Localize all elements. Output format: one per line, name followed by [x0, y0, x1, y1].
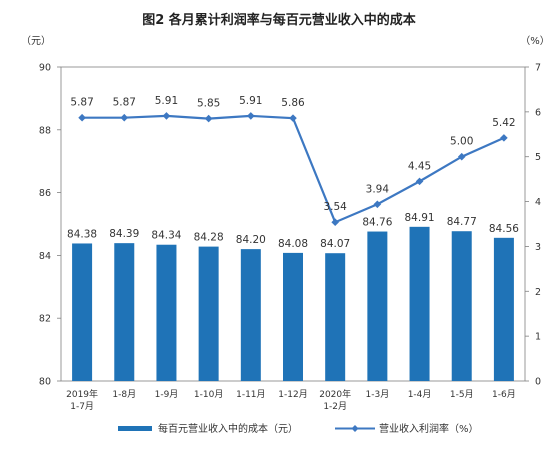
legend-line-marker: [351, 425, 359, 432]
y-right-tick-label: 5: [535, 152, 541, 163]
cost-bar: [156, 244, 177, 381]
cost-bar: [367, 231, 388, 381]
x-tick-label: 1-11月: [236, 389, 265, 400]
profit-rate-point: [162, 112, 171, 120]
y-left-tick-label: 82: [39, 314, 51, 325]
cost-bar: [72, 243, 93, 381]
x-tick-label: 1-6月: [492, 389, 516, 400]
x-tick-label: 1-4月: [408, 389, 432, 400]
legend-bar-swatch: [118, 426, 152, 431]
y-left-tick-label: 88: [39, 125, 51, 136]
y-right-tick-label: 0: [535, 377, 541, 388]
y-left-tick-label: 84: [39, 251, 51, 262]
profit-rate-point: [373, 200, 382, 209]
cost-bar: [283, 252, 303, 381]
right-axis-unit: （%）: [520, 35, 550, 47]
x-tick-label: 2020年 1-2月: [319, 388, 351, 412]
profit-rate-label: 3.54: [323, 201, 347, 213]
profit-rate-point: [415, 177, 424, 186]
x-tick-label: 1-5月: [450, 389, 474, 400]
profit-rate-point: [289, 114, 297, 122]
cost-bar: [451, 231, 472, 381]
cost-bar-label: 84.08: [278, 238, 308, 250]
cost-bar-label: 84.77: [447, 216, 477, 228]
x-tick-label: 1-8月: [112, 389, 136, 400]
profit-rate-label: 4.45: [408, 160, 431, 172]
profit-rate-label: 5.85: [197, 98, 220, 110]
profit-rate-point: [78, 113, 86, 122]
profit-rate-point: [331, 218, 339, 227]
cost-bar-label: 84.07: [320, 238, 350, 250]
cost-bar: [493, 237, 514, 381]
profit-rate-point: [247, 112, 255, 120]
profit-rate-label: 5.91: [155, 95, 178, 107]
profit-rate-label: 5.87: [70, 97, 93, 109]
cost-bar-label: 84.76: [362, 217, 392, 229]
cost-bar-label: 84.28: [194, 232, 224, 244]
y-left-tick-label: 86: [39, 188, 51, 199]
left-axis-unit: （元）: [21, 35, 51, 47]
cost-bar: [325, 253, 346, 381]
cost-bar: [240, 249, 261, 381]
cost-bar: [198, 246, 219, 381]
profit-rate-label: 5.00: [450, 136, 473, 148]
x-tick-label: 2019年 1-7月: [66, 388, 98, 412]
profit-rate-line: [82, 114, 505, 224]
y-left-tick-label: 90: [39, 63, 51, 74]
profit-rate-label: 3.94: [366, 183, 390, 195]
x-tick-label: 1-3月: [366, 389, 390, 400]
x-tick-label: 1-12月: [278, 389, 307, 400]
profit-rate-label: 5.91: [239, 95, 262, 107]
cost-bar-label: 84.20: [236, 234, 266, 246]
cost-bar-label: 84.34: [151, 230, 181, 242]
profit-rate-point: [500, 134, 508, 142]
y-right-tick-label: 3: [535, 242, 541, 253]
profit-rate-point: [120, 113, 129, 122]
x-tick-label: 1-10月: [194, 389, 223, 400]
legend-bar-label: 每百元营业收入中的成本（元）: [158, 422, 298, 435]
cost-bar: [114, 243, 135, 381]
profit-rate-point: [204, 114, 213, 123]
cost-bar-label: 84.56: [489, 223, 519, 235]
y-left-tick-label: 80: [39, 377, 51, 388]
y-right-tick-label: 2: [535, 287, 541, 298]
cost-bar-label: 84.39: [109, 228, 139, 240]
legend: 每百元营业收入中的成本（元） 营业收入利润率（%）: [118, 422, 479, 435]
cost-bar-label: 84.91: [405, 212, 435, 224]
profit-rate-point: [457, 152, 466, 161]
y-right-tick-label: 6: [535, 107, 541, 118]
y-right-tick-label: 1: [535, 332, 541, 343]
cost-bar: [409, 226, 430, 381]
y-right-tick-label: 4: [535, 197, 541, 208]
chart-title: 图2 各月累计利润率与每百元营业收入中的成本: [142, 12, 416, 28]
y-right-tick-label: 7: [535, 63, 541, 74]
x-tick-label: 1-9月: [155, 389, 179, 400]
cost-bar-label: 84.38: [67, 228, 97, 240]
legend-line-label: 营业收入利润率（%）: [379, 422, 479, 435]
profit-rate-label: 5.42: [492, 117, 515, 129]
profit-rate-label: 5.86: [281, 97, 305, 109]
profit-rate-label: 5.87: [113, 97, 136, 109]
